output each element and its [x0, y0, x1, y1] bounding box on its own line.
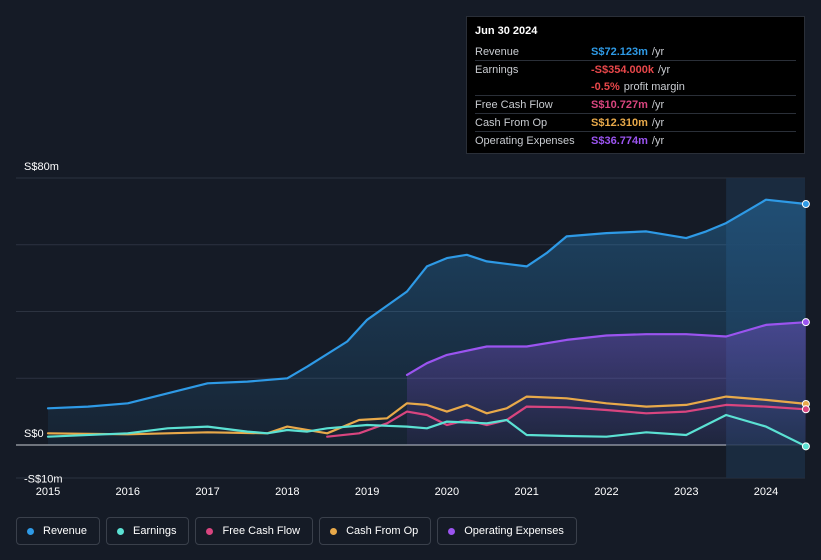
tooltip-row-cash-from-op: Cash From Op S$12.310m /yr: [475, 113, 796, 131]
x-tick-label: 2017: [195, 486, 219, 498]
tooltip-unit: profit margin: [623, 80, 685, 93]
tooltip-unit: /yr: [651, 45, 665, 58]
tooltip-label: Operating Expenses: [475, 134, 575, 147]
y-axis-label: S$0: [24, 428, 44, 440]
tooltip-unit: /yr: [651, 98, 665, 111]
tooltip-value: -0.5%: [591, 80, 620, 93]
legend-label: Operating Expenses: [464, 525, 564, 537]
tooltip-unit: /yr: [651, 116, 665, 129]
tooltip-panel: Jun 30 2024 Revenue S$72.123m /yr Earnin…: [466, 16, 805, 154]
y-axis-labels: S$80m S$0 -S$10m: [24, 161, 63, 485]
legend-dot-icon: [330, 527, 338, 535]
series-areas: [48, 199, 806, 445]
tooltip-value: -S$354.000k: [591, 63, 654, 76]
legend-item-operating-expenses[interactable]: Operating Expenses: [437, 517, 577, 545]
x-tick-label: 2024: [754, 486, 778, 498]
x-tick-label: 2016: [116, 486, 140, 498]
tooltip-value: S$36.774m: [591, 134, 648, 147]
x-tick-label: 2019: [355, 486, 379, 498]
legend-item-earnings[interactable]: Earnings: [106, 517, 190, 545]
tooltip-label: Cash From Op: [475, 116, 548, 129]
earnings-end-dot: [801, 442, 810, 451]
tooltip-label: Free Cash Flow: [475, 98, 553, 111]
legend-dot-icon: [448, 527, 456, 535]
x-tick-label: 2020: [435, 486, 459, 498]
tooltip-unit: /yr: [658, 63, 671, 76]
free-cash-flow-end-dot: [801, 405, 810, 414]
series-lines: [46, 198, 807, 448]
tooltip-row-profit-margin: -0.5% profit margin: [475, 78, 796, 95]
tooltip-row-revenue: Revenue S$72.123m /yr: [475, 43, 796, 60]
revenue-line: [46, 198, 807, 410]
x-tick-label: 2018: [275, 486, 299, 498]
x-tick-label: 2022: [594, 486, 618, 498]
legend-label: Cash From Op: [346, 525, 419, 537]
x-axis-ticks: 2015 2016 2017 2018 2019 2020 2021 2022 2023 2024: [36, 486, 778, 498]
legend-dot-icon: [27, 527, 34, 535]
tooltip-date: Jun 30 2024: [475, 25, 538, 37]
tooltip-label: Revenue: [475, 45, 520, 58]
y-axis-label: S$80m: [24, 161, 59, 173]
legend-item-free-cash-flow[interactable]: Free Cash Flow: [195, 517, 314, 545]
legend-label: Free Cash Flow: [222, 525, 301, 537]
tooltip-row-operating-expenses: Operating Expenses S$36.774m /yr: [475, 131, 796, 149]
tooltip-row-free-cash-flow: Free Cash Flow S$10.727m /yr: [475, 95, 796, 113]
legend-label: Revenue: [43, 525, 88, 537]
tooltip-value: S$10.727m: [591, 98, 648, 111]
y-axis-label: -S$10m: [24, 473, 63, 485]
operating-expenses-line: [405, 321, 807, 376]
revenue-end-dot: [801, 200, 810, 209]
tooltip-row-earnings: Earnings -S$354.000k /yr: [475, 60, 796, 78]
tooltip-value: S$12.310m: [591, 116, 648, 129]
legend-dot-icon: [117, 527, 125, 535]
series-end-dots: [801, 200, 810, 451]
x-tick-label: 2015: [36, 486, 60, 498]
operating-expenses-area: [407, 322, 806, 445]
legend: Revenue Earnings Free Cash Flow Cash Fro…: [16, 517, 577, 545]
operating-expenses-end-dot: [801, 318, 810, 327]
legend-item-cash-from-op[interactable]: Cash From Op: [319, 517, 432, 545]
tooltip-label: Earnings: [475, 63, 519, 76]
legend-item-revenue[interactable]: Revenue: [16, 517, 101, 545]
x-tick-label: 2023: [674, 486, 698, 498]
legend-label: Earnings: [133, 525, 177, 537]
earnings-line: [46, 413, 807, 448]
cash-from-op-line: [46, 395, 807, 436]
tooltip-value: S$72.123m: [591, 45, 648, 58]
x-tick-label: 2021: [514, 486, 538, 498]
legend-dot-icon: [206, 527, 214, 535]
tooltip-unit: /yr: [651, 134, 665, 147]
